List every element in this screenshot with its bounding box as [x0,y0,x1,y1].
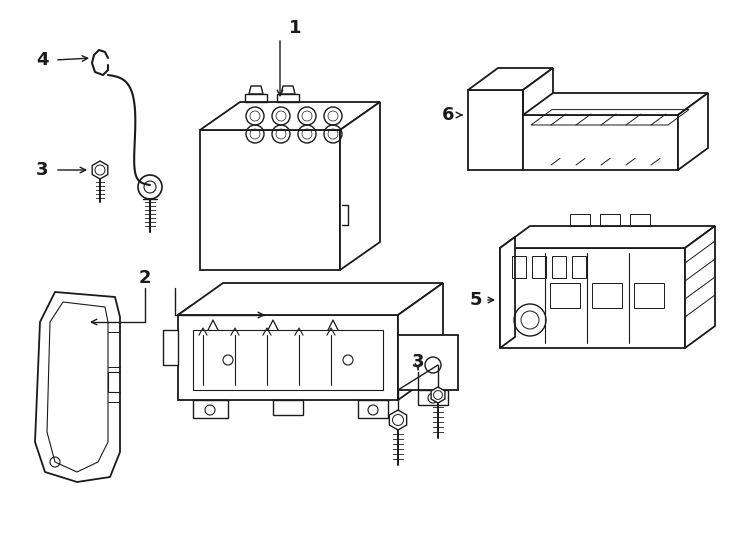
Polygon shape [500,248,685,348]
Polygon shape [35,292,120,482]
Polygon shape [523,115,678,170]
Polygon shape [500,237,515,348]
Polygon shape [92,161,108,179]
Polygon shape [178,315,398,400]
Polygon shape [398,283,443,400]
Polygon shape [340,102,380,270]
Text: 3: 3 [412,353,424,371]
Polygon shape [500,226,715,248]
Polygon shape [678,93,708,170]
Text: 4: 4 [36,51,48,69]
Text: 2: 2 [139,269,151,287]
Polygon shape [431,387,445,403]
Polygon shape [178,306,412,315]
Polygon shape [523,68,553,170]
Polygon shape [468,68,553,90]
Polygon shape [200,130,340,270]
Text: 6: 6 [442,106,454,124]
Polygon shape [685,226,715,348]
Polygon shape [389,410,407,430]
Text: 3: 3 [36,161,48,179]
Polygon shape [468,90,523,170]
Polygon shape [200,102,380,130]
Circle shape [138,175,162,199]
Polygon shape [163,330,178,365]
Polygon shape [523,93,708,115]
Polygon shape [398,335,458,390]
Polygon shape [178,283,443,315]
Text: 5: 5 [470,291,482,309]
Text: 1: 1 [288,19,301,37]
